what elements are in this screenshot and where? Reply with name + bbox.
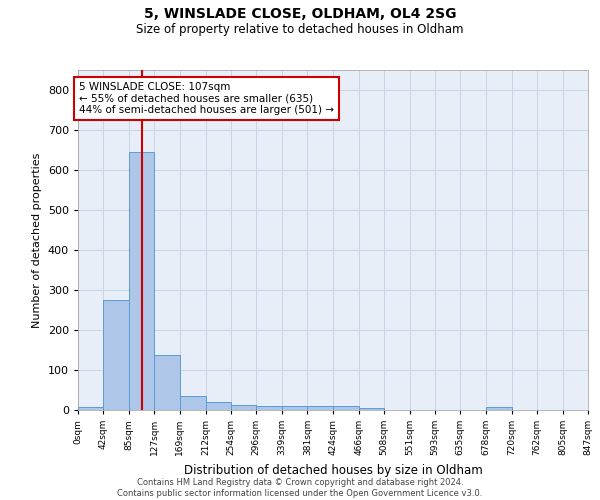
- Bar: [282, 406, 307, 410]
- Bar: [231, 405, 256, 410]
- Text: Size of property relative to detached houses in Oldham: Size of property relative to detached ho…: [136, 22, 464, 36]
- Bar: [103, 300, 129, 410]
- X-axis label: Distribution of detached houses by size in Oldham: Distribution of detached houses by size …: [184, 464, 482, 476]
- Bar: [129, 152, 154, 410]
- Bar: [334, 406, 359, 410]
- Y-axis label: Number of detached properties: Number of detached properties: [32, 152, 42, 328]
- Text: 5 WINSLADE CLOSE: 107sqm
← 55% of detached houses are smaller (635)
44% of semi-: 5 WINSLADE CLOSE: 107sqm ← 55% of detach…: [79, 82, 334, 115]
- Text: 5, WINSLADE CLOSE, OLDHAM, OL4 2SG: 5, WINSLADE CLOSE, OLDHAM, OL4 2SG: [144, 8, 456, 22]
- Bar: [307, 406, 334, 410]
- Bar: [180, 396, 206, 410]
- Bar: [359, 408, 384, 410]
- Bar: [256, 406, 282, 410]
- Text: Contains HM Land Registry data © Crown copyright and database right 2024.
Contai: Contains HM Land Registry data © Crown c…: [118, 478, 482, 498]
- Bar: [78, 407, 103, 410]
- Bar: [154, 355, 180, 410]
- Bar: [486, 407, 512, 410]
- Bar: [206, 402, 231, 410]
